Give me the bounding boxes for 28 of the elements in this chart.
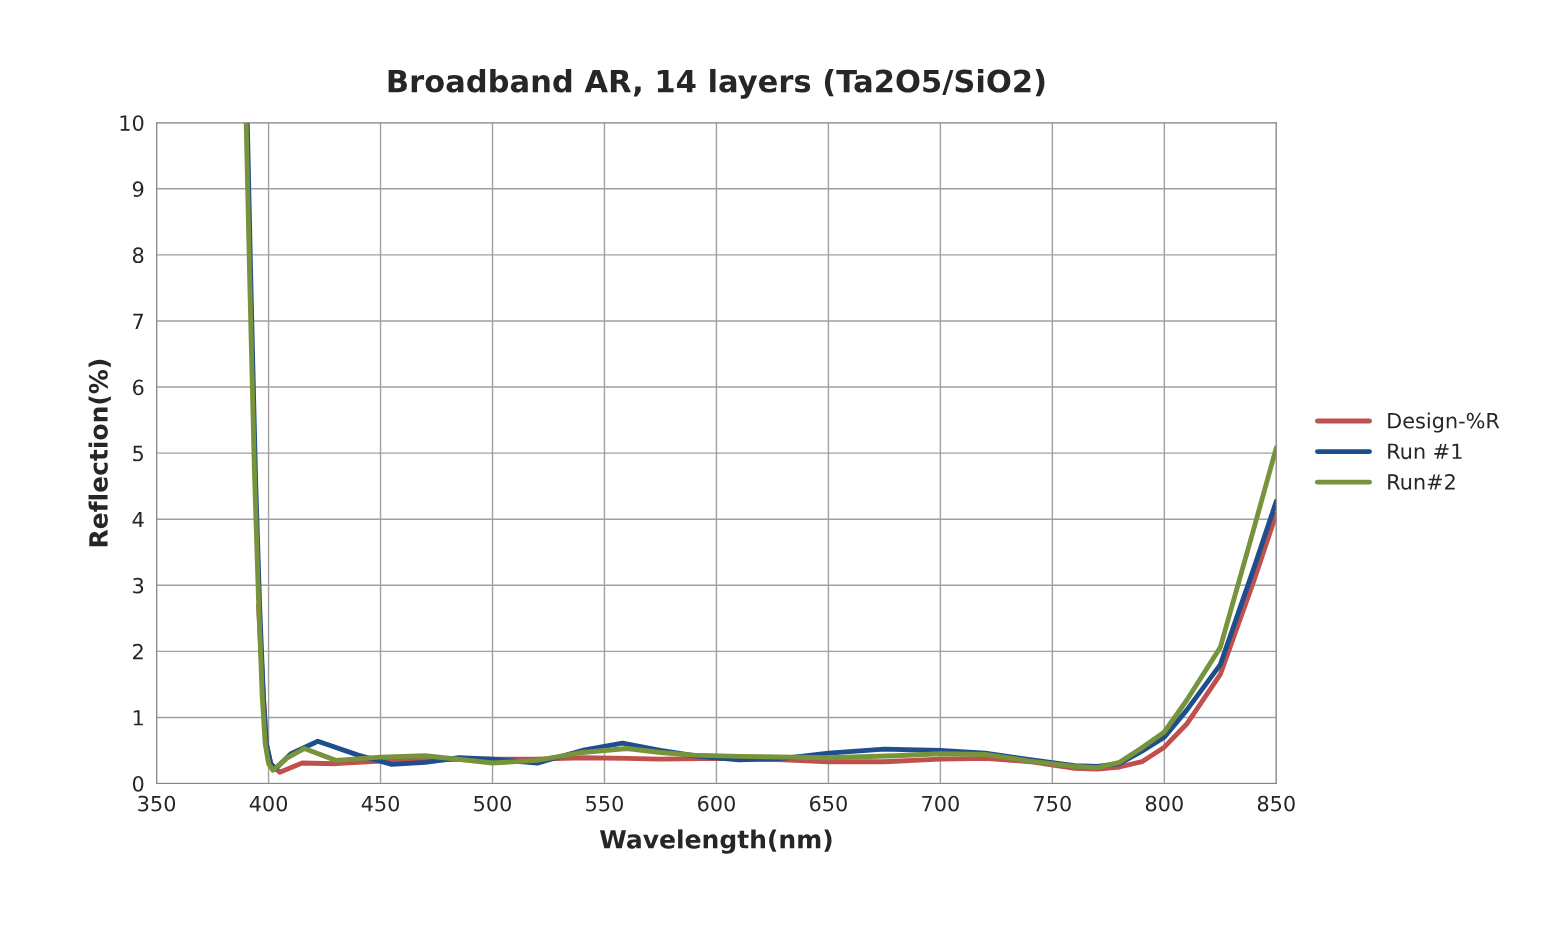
x-tick-label: 850 [1257,795,1295,812]
x-tick-label: 450 [361,795,400,812]
y-tick-label: 5 [133,445,143,462]
x-tick-label: 800 [1145,795,1183,812]
x-tick-label: 550 [586,795,623,812]
y-tick-label: 1 [133,710,143,726]
x-axis-title: Wavelength(nm) [599,829,832,854]
legend-label: Run#2 [1388,473,1455,490]
y-tick-label: 10 [120,115,144,131]
y-tick-label: 9 [132,181,144,198]
y-tick-label: 4 [132,511,144,528]
y-tick-label: 7 [133,313,144,329]
legend-label: Run #1 [1388,443,1462,460]
y-tick-label: 3 [133,577,144,594]
x-tick-label: 700 [922,795,959,812]
y-tick-label: 0 [132,775,144,792]
x-tick-label: 400 [249,795,288,812]
x-tick-label: 750 [1034,795,1071,812]
chart-title: Broadband AR, 14 layers (Ta2O5/SiO2) [388,68,1045,99]
x-tick-label: 350 [138,795,176,812]
x-tick-label: 500 [474,795,512,812]
x-tick-label: 600 [698,795,735,812]
x-tick-label: 650 [809,795,847,812]
y-tick-label: 6 [132,379,144,396]
legend-label: Design-%R [1388,412,1500,433]
y-axis-title: Reflection(%) [88,359,111,547]
y-tick-label: 2 [133,643,143,660]
y-tick-label: 8 [132,247,144,264]
